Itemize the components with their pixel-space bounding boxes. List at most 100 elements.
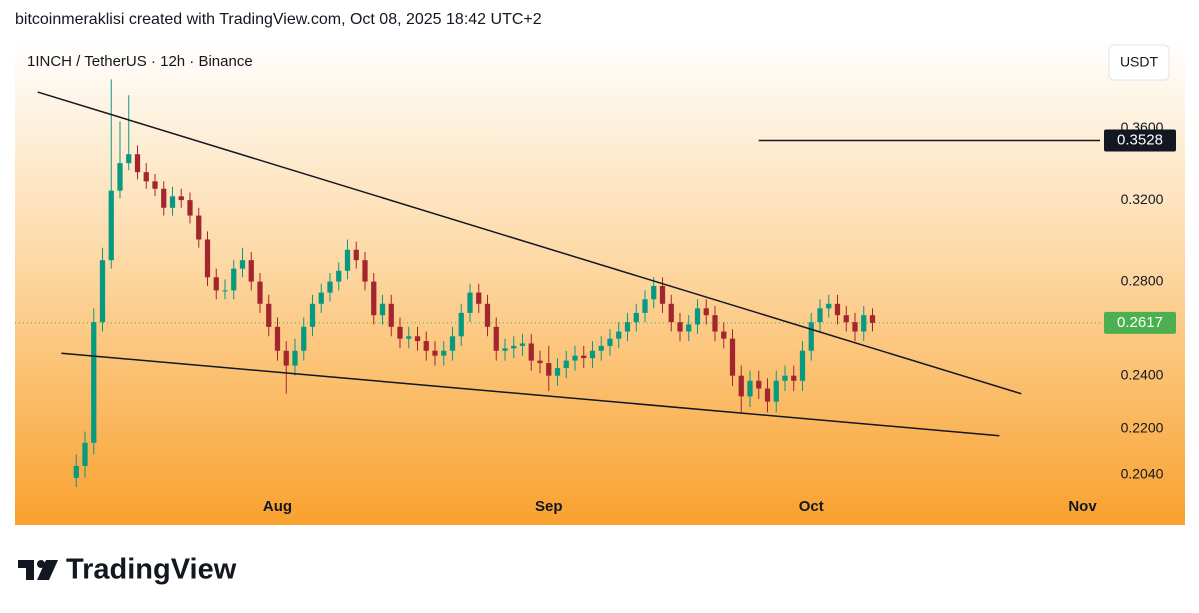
chart-panel xyxy=(15,40,1185,525)
candle-body xyxy=(581,355,587,359)
candle-body xyxy=(449,336,456,351)
candle-body xyxy=(791,375,797,381)
last-price-label: 0.2617 xyxy=(1117,314,1163,331)
candle-body xyxy=(493,326,499,351)
candle-body xyxy=(301,326,307,351)
brand: TradingView xyxy=(66,554,237,586)
candle-body xyxy=(869,315,876,323)
candle-body xyxy=(336,270,342,282)
candle-body xyxy=(668,303,674,323)
trend-line xyxy=(37,91,1022,395)
y-tick-label: 0.2400 xyxy=(1121,366,1164,382)
candle-body xyxy=(554,368,561,376)
candle-body xyxy=(371,281,377,316)
candle-body xyxy=(187,200,193,216)
candle-body xyxy=(318,292,324,304)
candle-body xyxy=(843,315,849,323)
x-tick-label: Sep xyxy=(535,498,563,515)
candle-body xyxy=(817,308,823,323)
candle-body xyxy=(196,215,202,240)
y-tick-label: 0.2200 xyxy=(1121,419,1164,435)
candle-body xyxy=(484,303,491,327)
candle-body xyxy=(598,345,604,351)
candle-body xyxy=(239,260,246,269)
chart-title: 1INCH / TetherUS · 12h · Binance xyxy=(27,53,253,70)
level-price-box xyxy=(1104,129,1176,152)
level-price-label: 0.3528 xyxy=(1117,132,1163,149)
candle-body xyxy=(292,350,298,366)
candle-body xyxy=(231,268,237,291)
candle-body xyxy=(152,181,158,189)
candle-body xyxy=(309,303,316,327)
candle-body xyxy=(808,322,814,351)
candle-body xyxy=(852,322,858,332)
candle-body xyxy=(397,326,403,339)
logo-mark xyxy=(37,560,45,568)
candle-body xyxy=(834,303,841,316)
currency-box xyxy=(1108,44,1170,81)
candle-body xyxy=(712,315,718,332)
candle-body xyxy=(677,322,683,332)
candle-body xyxy=(703,308,709,316)
candle-body xyxy=(764,388,771,402)
y-tick-label: 0.2800 xyxy=(1121,272,1164,288)
candle-body xyxy=(327,281,333,293)
last-price-box xyxy=(1104,311,1176,334)
x-tick-label: Nov xyxy=(1068,498,1097,515)
candle-body xyxy=(82,442,88,466)
candle-body xyxy=(773,380,779,402)
x-tick-label: Oct xyxy=(799,498,824,515)
candle-body xyxy=(406,336,412,339)
candle-body xyxy=(204,239,211,278)
candle-body xyxy=(651,285,657,300)
candle-body xyxy=(633,312,639,323)
candle-body xyxy=(694,308,701,325)
candle-body xyxy=(117,163,123,191)
logo xyxy=(18,560,58,580)
candle-body xyxy=(362,260,368,282)
trend-line xyxy=(61,352,1000,437)
logo-mark xyxy=(37,560,58,580)
candle-body xyxy=(659,285,666,304)
candle-body xyxy=(502,348,508,351)
candle-body xyxy=(257,281,263,304)
candle-body xyxy=(274,326,281,351)
candle-body xyxy=(222,290,228,292)
candle-body xyxy=(353,249,359,261)
candle-body xyxy=(782,375,788,381)
y-tick-label: 0.2040 xyxy=(1121,466,1164,482)
candle-body xyxy=(134,154,141,173)
x-tick-label: Aug xyxy=(263,498,292,515)
candle-body xyxy=(537,360,543,364)
candle-body xyxy=(91,322,97,443)
candle-body xyxy=(624,322,631,332)
candle-body xyxy=(756,380,762,389)
candle-body xyxy=(248,260,254,282)
candle-body xyxy=(467,292,473,313)
candle-body xyxy=(861,315,867,332)
candle-body xyxy=(414,336,421,342)
candle-body xyxy=(546,363,552,376)
candle-body xyxy=(432,350,438,356)
candle-body xyxy=(589,350,596,359)
candle-body xyxy=(511,345,517,349)
candle-body xyxy=(169,196,176,208)
candle-body xyxy=(563,360,569,369)
candle-body xyxy=(799,350,806,381)
candle-body xyxy=(388,303,394,327)
candle-body xyxy=(108,190,114,261)
candle-body xyxy=(283,350,289,366)
candle-body xyxy=(528,343,534,361)
candle-body xyxy=(607,338,613,346)
candle-body xyxy=(441,350,447,356)
candle-body xyxy=(379,303,386,316)
candle-body xyxy=(729,338,736,376)
candle-body xyxy=(747,380,753,397)
candle-body xyxy=(458,312,464,337)
candle-body xyxy=(143,172,149,182)
candle-body xyxy=(178,196,184,201)
candle-body xyxy=(572,355,578,361)
logo-mark xyxy=(18,560,34,580)
